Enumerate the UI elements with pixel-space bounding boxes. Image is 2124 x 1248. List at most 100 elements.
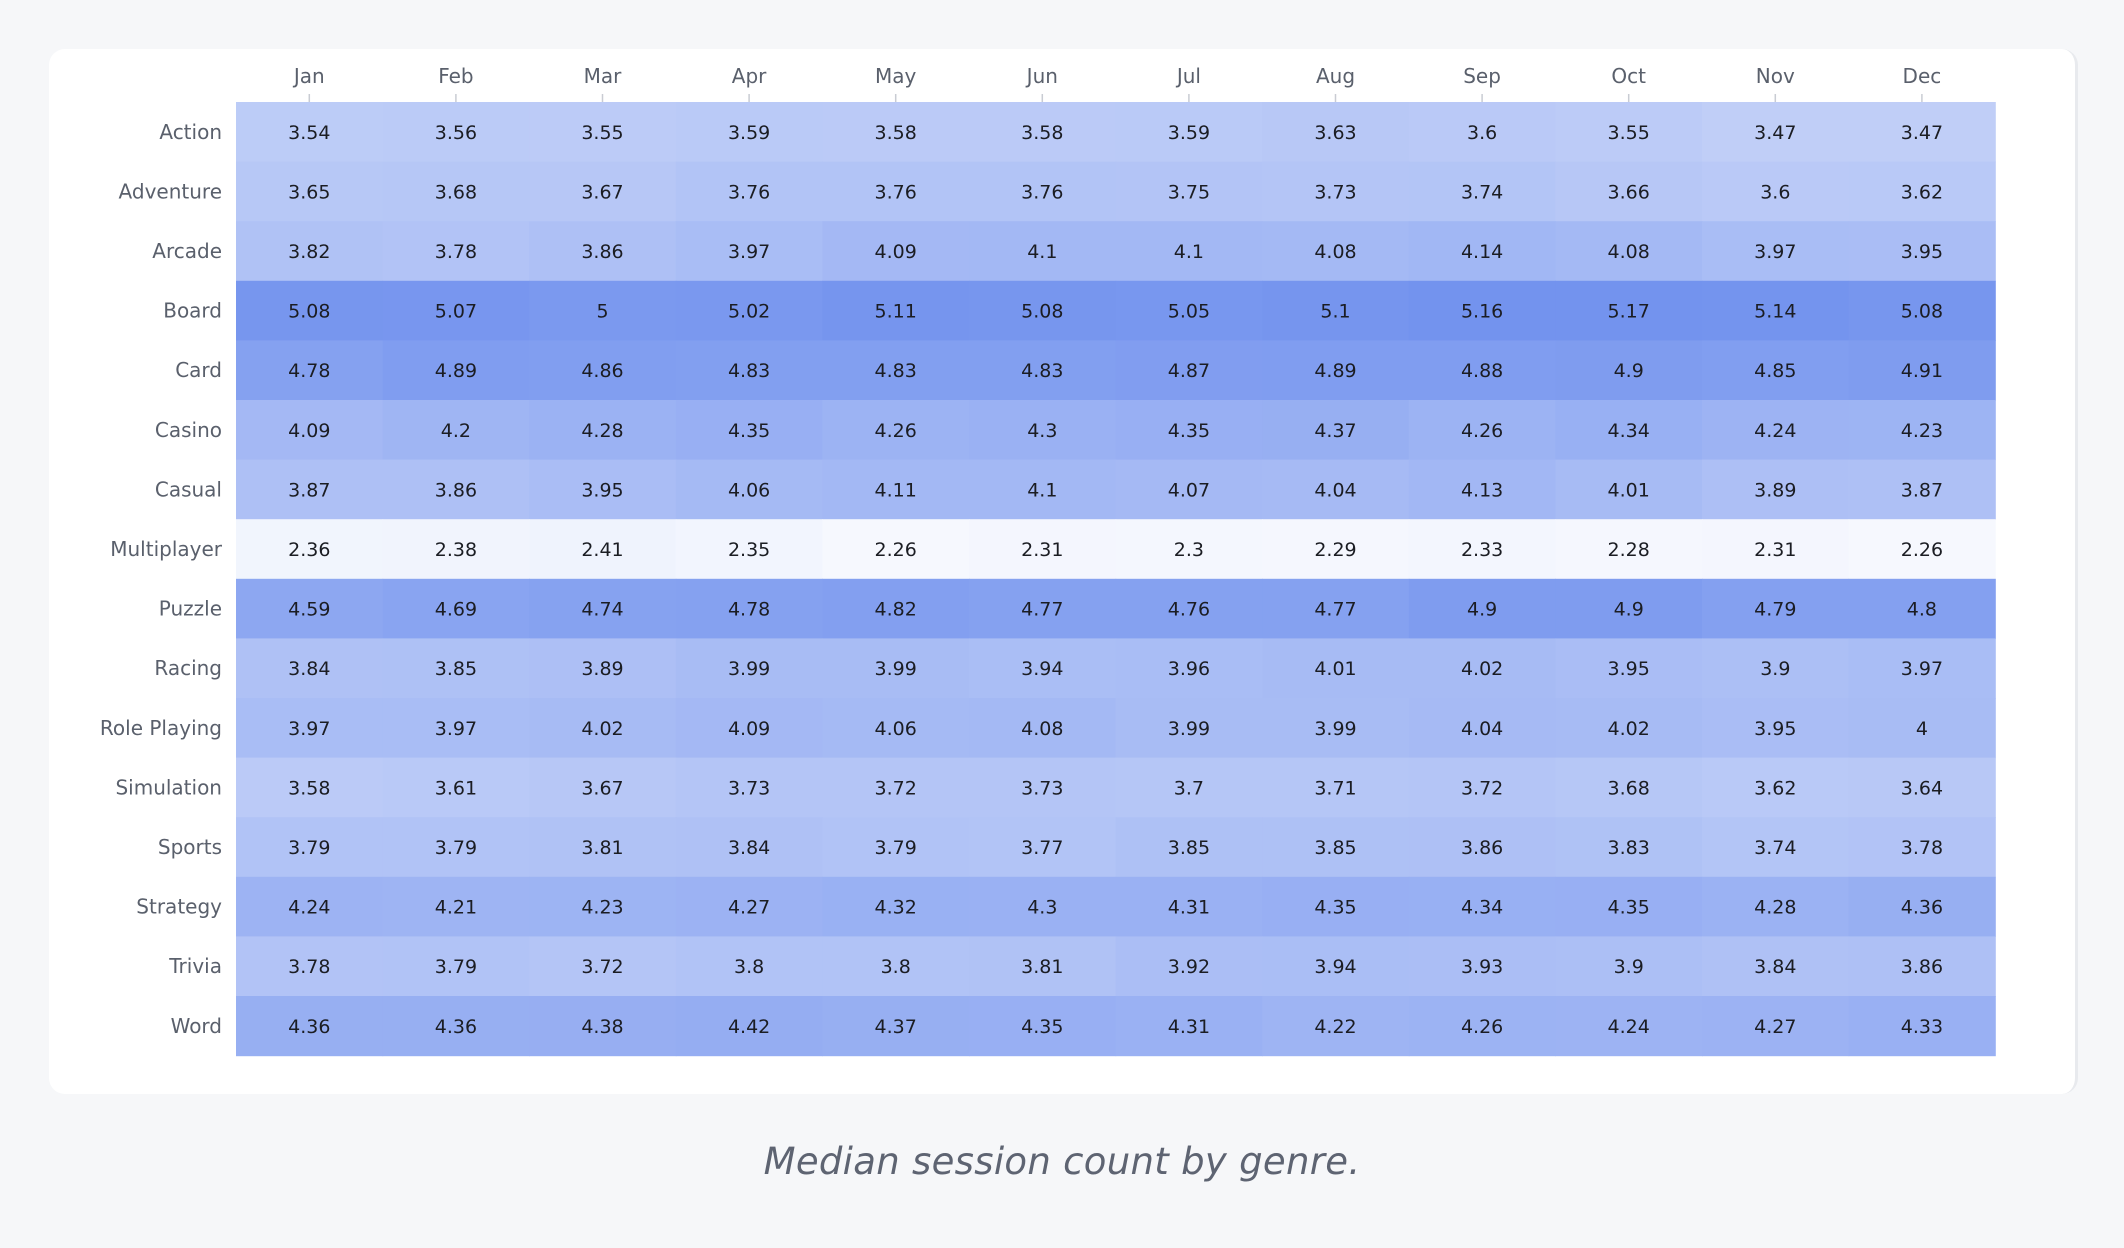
cell-value-label: 5.07 — [435, 301, 477, 323]
cell-value-label: 2.36 — [288, 539, 330, 561]
cell-value-label: 4.26 — [1461, 1016, 1503, 1038]
cell-value-label: 4.09 — [288, 420, 330, 442]
heatmap-cell — [822, 340, 970, 401]
heatmap-cell — [382, 519, 530, 580]
cell-value-label: 4.1 — [1027, 241, 1057, 263]
heatmap-cell — [236, 578, 384, 639]
heatmap-cell — [675, 638, 823, 699]
cell-value-label: 3.95 — [1901, 241, 1943, 263]
heatmap-cell — [382, 102, 530, 163]
x-tick-label: Dec — [1903, 64, 1942, 88]
heatmap-cell — [675, 578, 823, 639]
heatmap-cell — [1408, 280, 1556, 341]
cell-value-label: 3.68 — [435, 181, 477, 203]
cell-value-label: 4.8 — [1907, 599, 1937, 621]
heatmap-cell — [675, 280, 823, 341]
heatmap-cell — [1555, 102, 1703, 163]
cell-value-label: 4.86 — [581, 360, 623, 382]
cell-value-label: 4.83 — [875, 360, 917, 382]
y-tick-label: Racing — [154, 656, 222, 680]
heatmap-cell — [1408, 519, 1556, 580]
heatmap-cell — [382, 161, 530, 222]
cell-value-label: 3.58 — [1021, 122, 1063, 144]
heatmap-cell — [1115, 817, 1263, 878]
cell-value-label: 3.67 — [581, 777, 623, 799]
cell-value-label: 4.36 — [288, 1016, 330, 1038]
heatmap-cell — [675, 459, 823, 520]
heatmap-cell — [1702, 400, 1850, 461]
heatmap-cell — [529, 578, 677, 639]
cell-value-label: 5 — [596, 301, 608, 323]
heatmap-cell — [1848, 578, 1996, 639]
heatmap-cell — [382, 221, 530, 282]
cell-value-label: 4.02 — [1608, 718, 1650, 740]
heatmap-cell — [1702, 757, 1850, 818]
cell-value-label: 3.89 — [1754, 479, 1796, 501]
heatmap-cell — [529, 102, 677, 163]
cell-value-label: 3.86 — [1461, 837, 1503, 859]
cell-value-label: 2.35 — [728, 539, 770, 561]
heatmap-cell — [236, 519, 384, 580]
heatmap-cell — [675, 519, 823, 580]
cell-value-label: 4.9 — [1467, 599, 1497, 621]
heatmap-cell — [1555, 996, 1703, 1057]
heatmap-cell — [1262, 400, 1410, 461]
cell-value-label: 4.26 — [1461, 420, 1503, 442]
heatmap-cell — [1408, 400, 1556, 461]
heatmap-cell — [1408, 459, 1556, 520]
cell-value-label: 3.55 — [581, 122, 623, 144]
cell-value-label: 3.81 — [581, 837, 623, 859]
heatmap-cell — [1262, 102, 1410, 163]
cell-value-label: 3.58 — [875, 122, 917, 144]
cell-value-label: 4.02 — [1461, 658, 1503, 680]
heatmap-cell — [969, 698, 1117, 759]
heatmap-cell — [1262, 757, 1410, 818]
heatmap-cell — [529, 400, 677, 461]
heatmap-cell — [822, 757, 970, 818]
cell-value-label: 3.74 — [1461, 181, 1503, 203]
cell-value-label: 3.97 — [1901, 658, 1943, 680]
heatmap-cell — [236, 757, 384, 818]
heatmap-cell — [1702, 698, 1850, 759]
heatmap-cell — [1848, 102, 1996, 163]
cell-value-label: 4.59 — [288, 599, 330, 621]
cell-value-label: 4.31 — [1168, 897, 1210, 919]
cell-value-label: 5.11 — [875, 301, 917, 323]
heatmap-cell — [236, 280, 384, 341]
cell-value-label: 3.89 — [581, 658, 623, 680]
cell-value-label: 4.88 — [1461, 360, 1503, 382]
cell-value-label: 3.74 — [1754, 837, 1796, 859]
heatmap-cell — [382, 400, 530, 461]
cell-value-label: 3.86 — [1901, 956, 1943, 978]
cell-value-label: 3.59 — [728, 122, 770, 144]
cell-value-label: 3.95 — [1608, 658, 1650, 680]
cell-value-label: 3.62 — [1901, 181, 1943, 203]
heatmap-cell — [1848, 996, 1996, 1057]
heatmap-cell — [236, 340, 384, 401]
cell-value-label: 5.02 — [728, 301, 770, 323]
cell-value-label: 4.3 — [1027, 897, 1057, 919]
heatmap-cell — [1848, 221, 1996, 282]
heatmap-cell — [1555, 578, 1703, 639]
y-tick-label: Puzzle — [159, 597, 222, 621]
heatmap-cell — [1408, 817, 1556, 878]
heatmap-cell — [969, 996, 1117, 1057]
heatmap-cell — [1848, 400, 1996, 461]
heatmap-cell — [969, 161, 1117, 222]
cell-value-label: 4.35 — [1608, 897, 1650, 919]
cell-value-label: 4.23 — [581, 897, 623, 919]
cell-value-label: 4.35 — [1021, 1016, 1063, 1038]
cell-value-label: 4.78 — [288, 360, 330, 382]
y-tick-label: Action — [159, 120, 222, 144]
cell-value-label: 3.84 — [728, 837, 770, 859]
x-tick-label: May — [875, 64, 917, 88]
y-tick-label: Word — [171, 1014, 222, 1038]
heatmap-cell — [1408, 221, 1556, 282]
x-tick-label: Oct — [1611, 64, 1646, 88]
cell-value-label: 5.16 — [1461, 301, 1503, 323]
cell-value-label: 3.79 — [435, 956, 477, 978]
cell-value-labels: 3.54 3.56 3.55 3.59 3.58 3.58 3.59 3.63 3.6 3.55 3… — [288, 122, 1943, 1038]
cell-value-label: 4.82 — [875, 599, 917, 621]
cell-value-label: 3.99 — [728, 658, 770, 680]
heatmap-cell — [382, 817, 530, 878]
